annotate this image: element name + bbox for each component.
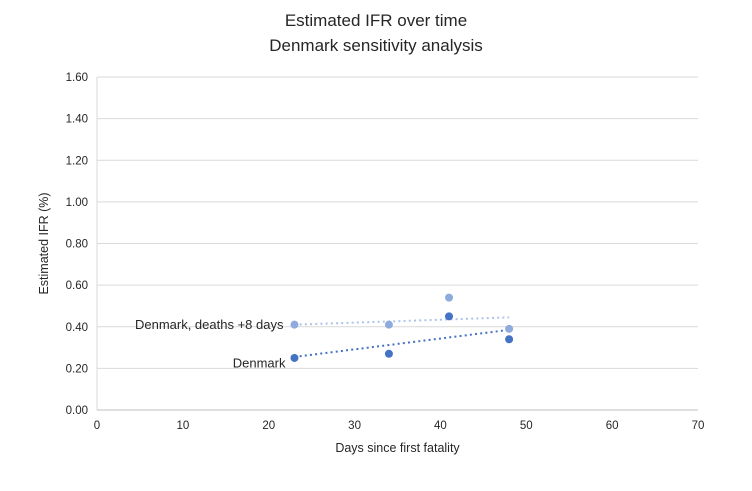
- y-tick-label: 1.00: [66, 197, 88, 209]
- x-tick-label: 20: [262, 420, 275, 432]
- chart-title-line2: Denmark sensitivity analysis: [269, 36, 483, 55]
- scatter-point: [505, 335, 514, 344]
- scatter-point: [290, 320, 299, 329]
- trendline: [294, 316, 510, 326]
- y-tick-label: 0.60: [66, 280, 88, 292]
- x-tick-label: 70: [692, 420, 705, 432]
- x-axis-title: Days since first fatality: [335, 441, 460, 455]
- series-label: Denmark: [233, 355, 286, 370]
- trendline: [294, 328, 510, 358]
- x-tick-label: 30: [348, 420, 361, 432]
- x-tick-label: 60: [606, 420, 619, 432]
- x-tick-label: 0: [94, 420, 100, 432]
- scatter-point: [445, 312, 454, 321]
- x-tick-label: 40: [434, 420, 447, 432]
- chart-title: Estimated IFR over time Denmark sensitiv…: [0, 8, 752, 58]
- scatter-point: [290, 353, 299, 362]
- x-tick-label: 10: [176, 420, 189, 432]
- y-axis-title: Estimated IFR (%): [37, 192, 51, 294]
- y-tick-label: 0.20: [66, 363, 88, 375]
- scatter-point: [505, 324, 514, 333]
- chart-title-line1: Estimated IFR over time: [284, 11, 468, 30]
- series-label: Denmark, deaths +8 days: [135, 317, 284, 332]
- y-tick-label: 1.40: [66, 114, 88, 126]
- y-tick-label: 1.60: [66, 72, 88, 84]
- scatter-point: [384, 320, 393, 329]
- x-tick-label: 50: [520, 420, 533, 432]
- y-tick-label: 1.20: [66, 155, 88, 167]
- y-tick-label: 0.40: [66, 322, 88, 334]
- scatter-point: [445, 293, 454, 302]
- y-tick-label: 0.80: [66, 239, 88, 251]
- scatter-point: [384, 349, 393, 358]
- y-tick-label: 0.00: [66, 405, 88, 417]
